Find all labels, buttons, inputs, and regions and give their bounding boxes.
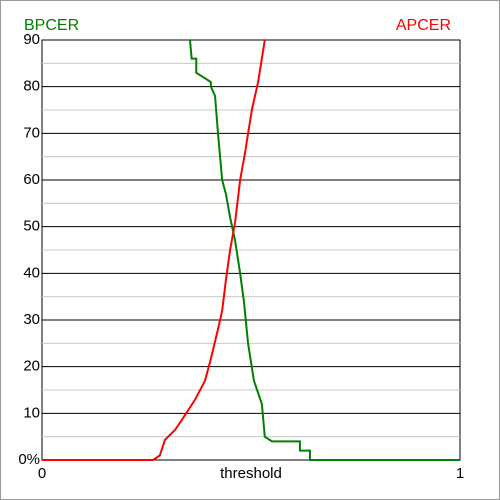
y-tick-label: 20 [23, 358, 40, 375]
y-tick-label: 40 [23, 264, 40, 281]
y-tick-label: 70 [23, 124, 40, 141]
y-tick-label: 30 [23, 311, 40, 328]
x-tick-label: 0 [38, 465, 46, 482]
y-tick-label: 80 [23, 78, 40, 95]
x-tick-label: 1 [456, 465, 464, 482]
series-line [42, 39, 266, 461]
legend-label: BPCER [24, 17, 79, 34]
legend-label: APCER [396, 17, 451, 34]
y-tick-label: 60 [23, 171, 40, 188]
x-axis-label: threshold [220, 465, 282, 482]
series-line [188, 39, 460, 461]
y-tick-label: 50 [23, 218, 40, 235]
y-tick-label: 0% [18, 451, 40, 468]
y-tick-label: 90 [23, 31, 40, 48]
y-tick-label: 10 [23, 404, 40, 421]
